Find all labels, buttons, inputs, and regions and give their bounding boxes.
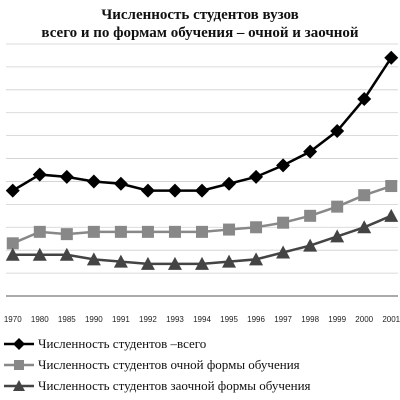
x-tick-label: 1992 [139,315,157,324]
data-point-fulltime [60,228,73,241]
data-point-parttime [140,256,155,270]
data-point-fulltime [304,209,317,222]
legend-swatch-parttime [4,380,34,391]
data-point-fulltime [6,237,19,250]
legend-swatch-total [4,338,34,350]
legend-label-fulltime: Численность студентов очной формы обучен… [38,357,300,372]
data-point-fulltime [331,200,344,213]
data-point-fulltime [358,189,371,202]
data-point-total [357,91,372,106]
x-tick-label: 1993 [166,315,184,324]
x-tick-label: 1990 [85,315,103,324]
legend-item-parttime: Численность студентов заочной формы обуч… [0,376,400,396]
data-point-fulltime [33,225,46,238]
data-point-parttime [384,208,399,222]
data-point-fulltime [250,221,263,234]
data-point-total [167,183,182,198]
x-tick-label: 1996 [247,315,265,324]
data-point-total [86,174,101,189]
x-tick-label: 1995 [220,315,238,324]
data-point-fulltime [141,225,154,238]
x-tick-label: 1994 [193,315,211,324]
data-point-fulltime [87,225,100,238]
x-tick-label: 1980 [31,315,49,324]
data-point-fulltime [168,225,181,238]
data-point-fulltime [114,225,127,238]
x-tick-label: 1999 [328,315,346,324]
legend-item-total: Численность студентов –всего [0,334,400,354]
data-point-total [276,158,291,173]
data-point-total [384,50,399,65]
data-point-fulltime [223,223,236,236]
x-tick-label: 1998 [301,315,319,324]
data-point-parttime [167,256,182,270]
data-point-parttime [59,247,74,261]
data-point-parttime [330,229,345,243]
legend-label-parttime: Численность студентов заочной формы обуч… [38,378,311,393]
x-tick-label: 2001 [382,315,400,324]
data-point-total [330,124,345,139]
data-point-total [59,169,74,184]
data-point-total [140,183,155,198]
x-tick-label: 1991 [112,315,130,324]
data-point-total [303,144,318,159]
data-point-parttime [357,220,372,234]
data-point-parttime [222,254,237,268]
data-point-parttime [276,245,291,259]
data-point-parttime [32,247,47,261]
line-chart: 1970 1980 1985 1990 1991 1992 1993 1994 1995 1996… [4,43,400,324]
data-point-parttime [303,238,318,252]
data-point-fulltime [277,216,290,229]
data-point-parttime [86,252,101,266]
data-point-total [113,176,128,191]
x-tick-label: 1985 [58,315,76,324]
data-point-total [195,183,209,198]
data-point-total [5,183,20,198]
legend-item-fulltime: Численность студентов очной формы обучен… [0,355,400,375]
data-point-parttime [195,256,209,270]
data-point-fulltime [196,225,208,238]
data-point-total [249,169,264,184]
series-line-0 [12,57,393,192]
data-point-fulltime [385,180,398,193]
chart-title: Численность студентов вузов [101,7,299,23]
x-tick-label: 1970 [4,315,22,324]
data-point-parttime [113,254,128,268]
x-tick-label: 1997 [274,315,292,324]
x-tick-label: 2000 [355,315,373,324]
chart-subtitle: всего и по формам обучения – очной и зао… [41,25,359,41]
legend-swatch-fulltime [4,360,34,370]
data-point-parttime [5,247,20,261]
legend-label-total: Численность студентов –всего [38,336,207,351]
chart-titles: Численность студентов вузов всего и по ф… [0,6,400,42]
data-point-parttime [249,252,264,266]
data-point-total [222,176,237,191]
data-point-total [32,167,47,182]
